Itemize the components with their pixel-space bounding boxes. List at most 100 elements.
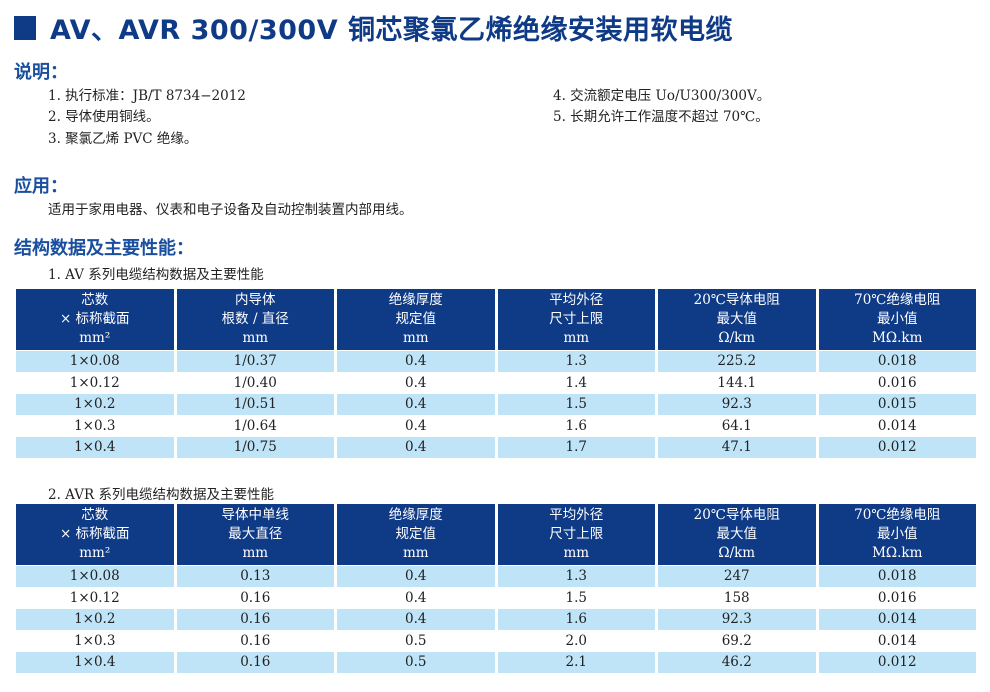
column-header: 绝缘厚度 规定值 mm xyxy=(337,289,495,350)
page-title: AV、AVR 300/300V 铜芯聚氯乙烯绝缘安装用软电缆 xyxy=(14,8,733,47)
table-row: 1×0.3 0.16 0.5 2.0 69.2 0.014 xyxy=(16,631,976,652)
table-cell: 2.1 xyxy=(497,652,655,673)
header-line: 规定值 xyxy=(395,526,437,542)
header-line: 芯数 xyxy=(81,507,109,523)
header-line: 最大直径 xyxy=(228,526,283,542)
table-cell: 0.016 xyxy=(877,374,917,391)
header-line: mm² xyxy=(79,545,111,561)
table-cell: 1/0.64 xyxy=(233,417,277,434)
table-cell: 1/0.51 xyxy=(176,394,334,415)
table-cell: 1/0.37 xyxy=(176,351,334,372)
table-cell: 0.016 xyxy=(877,589,917,606)
table-row: 1×0.08 1/0.37 0.4 1.3 225.2 0.018 xyxy=(16,351,976,372)
table-cell: 0.5 xyxy=(405,632,427,649)
header-line: 最大值 xyxy=(716,526,758,542)
header-line: 芯数 xyxy=(81,292,109,308)
table-cell: 1.3 xyxy=(497,566,655,587)
table-cell: 0.018 xyxy=(818,351,976,372)
table-cell: 1×0.08 xyxy=(16,566,174,587)
table-cell: 1×0.4 xyxy=(16,652,174,673)
table-cell: 0.4 xyxy=(337,566,495,587)
table-cell: 1.4 xyxy=(565,374,587,391)
table-cell: 0.018 xyxy=(818,566,976,587)
table-cell: 1.6 xyxy=(497,609,655,630)
table-cell: 1×0.12 xyxy=(69,374,120,391)
header-line: 尺寸上限 xyxy=(549,526,604,542)
table-cell: 1×0.2 xyxy=(16,609,174,630)
table-cell: 158 xyxy=(723,589,750,606)
column-header: 20℃导体电阻 最大值 Ω/km xyxy=(658,289,816,350)
column-header: 导体中单线最大直径 mm xyxy=(176,504,334,565)
column-header: 平均外径尺寸上限 mm xyxy=(497,504,655,565)
table-cell: 46.2 xyxy=(658,652,816,673)
desc-item: 3. 聚氯乙烯 PVC 绝缘。 xyxy=(48,131,198,147)
header-line: 最小值 xyxy=(877,311,918,327)
table-cell: 225.2 xyxy=(658,351,816,372)
column-header: 20℃导体电阻 最大值 Ω/km xyxy=(658,504,816,565)
table-row: 1×0.4 1/0.75 0.4 1.7 47.1 0.012 xyxy=(16,437,976,458)
table-cell: 1×0.08 xyxy=(16,351,174,372)
header-line: 20℃导体电阻 xyxy=(693,292,780,308)
header-line: mm xyxy=(242,330,269,346)
table-cell: 1×0.3 xyxy=(74,417,116,434)
table-cell: 0.014 xyxy=(818,609,976,630)
table-cell: 0.012 xyxy=(818,437,976,458)
table-cell: 1.7 xyxy=(497,437,655,458)
header-line: 最大值 xyxy=(716,311,758,327)
column-header: 70℃绝缘电阻 最小值 MΩ.km xyxy=(818,289,976,350)
header-line: mm² xyxy=(79,330,111,346)
header-line: 绝缘厚度 xyxy=(388,292,443,308)
header-line: 根数 / 直径 xyxy=(221,311,289,327)
header-line: MΩ.km xyxy=(872,545,923,561)
table-cell: 1×0.2 xyxy=(16,394,174,415)
column-header: 内导体根数 / 直径 mm xyxy=(176,289,334,350)
header-line: mm xyxy=(563,330,590,346)
table-cell: 1.3 xyxy=(497,351,655,372)
table-cell: 0.16 xyxy=(176,609,334,630)
app-heading: 应用： xyxy=(14,176,68,197)
app-text: 适用于家用电器、仪表和电子设备及自动控制装置内部用线。 xyxy=(48,202,413,218)
table-cell: 1.5 xyxy=(497,394,655,415)
table-cell: 0.13 xyxy=(176,566,334,587)
header-line: mm xyxy=(242,545,269,561)
table-row: 1×0.4 0.16 0.5 2.1 46.2 0.012 xyxy=(16,652,976,673)
table-cell: 92.3 xyxy=(658,394,816,415)
table-row: 1×0.3 1/0.64 0.4 1.6 64.1 0.014 xyxy=(16,416,976,437)
table-cell: 247 xyxy=(658,566,816,587)
table-row: 1×0.12 1/0.40 0.4 1.4 144.1 0.016 xyxy=(16,373,976,394)
table-cell: 2.0 xyxy=(565,632,587,649)
desc-item: 4. 交流额定电压 Uo/U300/300V。 xyxy=(553,88,771,104)
table-cell: 0.4 xyxy=(405,417,427,434)
header-line: 平均外径 xyxy=(549,507,604,523)
table-cell: 1.5 xyxy=(565,589,587,606)
table-cell: 0.5 xyxy=(337,652,495,673)
header-line: 最小值 xyxy=(877,526,918,542)
header-line: 内导体 xyxy=(235,292,276,308)
perf-heading: 结构数据及主要性能： xyxy=(14,238,194,259)
header-line: 平均外径 xyxy=(549,292,604,308)
desc-heading: 说明： xyxy=(14,62,68,83)
table-cell: 47.1 xyxy=(658,437,816,458)
header-line: 70℃绝缘电阻 xyxy=(854,292,941,308)
table-row: 1×0.2 0.16 0.4 1.6 92.3 0.014 xyxy=(16,609,976,630)
desc-item: 1. 执行标准：JB/T 8734−2012 xyxy=(48,88,246,104)
table-cell: 0.012 xyxy=(818,652,976,673)
table-cell: 1×0.4 xyxy=(16,437,174,458)
column-header: 平均外径 尺寸上限 mm xyxy=(497,289,655,350)
header-line: mm xyxy=(402,545,429,561)
table-cell: 0.015 xyxy=(818,394,976,415)
header-line: 规定值 xyxy=(395,311,437,327)
table-row: 1×0.12 0.16 0.4 1.5 158 0.016 xyxy=(16,588,976,609)
header-row: 芯数 × 标称截面 mm² 导体中单线 最大直径 mm 绝缘厚度 规定值 mm 平均外径 尺寸上限 m… xyxy=(16,504,976,565)
header-line: 导体中单线 xyxy=(221,507,290,523)
header-line: mm xyxy=(563,545,590,561)
header-row: 芯数 × 标称截面 mm² 内导体 根数 / 直径 mm 绝缘厚度 规定值 mm 平均外径 尺寸上限… xyxy=(16,289,976,350)
table-cell: 1/0.75 xyxy=(176,437,334,458)
table-cell: 0.4 xyxy=(405,374,427,391)
table-cell: 1×0.12 xyxy=(69,589,120,606)
table-cell: 0.4 xyxy=(337,609,495,630)
table-cell: 1/0.40 xyxy=(233,374,277,391)
column-header: 绝缘厚度 规定值 mm xyxy=(337,504,495,565)
table-cell: 0.014 xyxy=(877,417,917,434)
column-header: 70℃绝缘电阻 最小值 MΩ.km xyxy=(818,504,976,565)
